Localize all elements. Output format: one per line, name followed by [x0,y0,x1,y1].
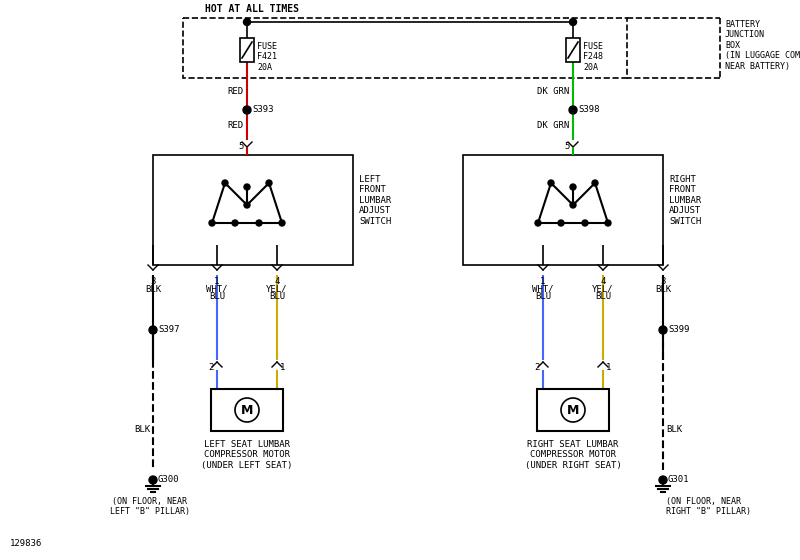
Circle shape [232,220,238,226]
Bar [566,38,580,62]
Circle shape [244,184,250,190]
Text: 129836: 129836 [10,539,42,548]
Text: 1: 1 [280,363,286,372]
Text: RED: RED [227,120,243,129]
Text: M: M [567,404,579,417]
Text: 4: 4 [274,277,280,286]
Text: LEFT
FRONT
LUMBAR
ADJUST
SWITCH: LEFT FRONT LUMBAR ADJUST SWITCH [359,175,391,226]
Circle shape [279,220,285,226]
Text: LEFT SEAT LUMBAR
COMPRESSOR MOTOR
(UNDER LEFT SEAT): LEFT SEAT LUMBAR COMPRESSOR MOTOR (UNDER… [202,440,293,470]
Text: YEL/: YEL/ [266,285,288,294]
Circle shape [570,202,576,208]
FancyBboxPatch shape [183,18,627,78]
Text: BLK: BLK [134,426,150,435]
Text: 5: 5 [565,142,570,151]
Circle shape [535,220,541,226]
Text: BLK: BLK [655,285,671,294]
Text: M: M [241,404,253,417]
Text: 1: 1 [540,277,546,286]
Circle shape [222,180,228,186]
Text: FUSE
F248
20A: FUSE F248 20A [583,42,603,72]
Text: BLK: BLK [145,285,161,294]
Circle shape [243,18,250,26]
Circle shape [209,220,215,226]
Text: (ON FLOOR, NEAR
LEFT "B" PILLAR): (ON FLOOR, NEAR LEFT "B" PILLAR) [110,497,190,516]
Text: WHT/: WHT/ [206,285,228,294]
Text: S397: S397 [158,325,179,334]
Circle shape [659,326,667,334]
Text: S398: S398 [578,105,599,114]
Text: 2: 2 [209,363,214,372]
Text: DK GRN: DK GRN [537,120,569,129]
Circle shape [548,180,554,186]
Text: BATTERY
JUNCTION
BOX
(IN LUGGAGE COMPT,
NEAR BATTERY): BATTERY JUNCTION BOX (IN LUGGAGE COMPT, … [725,20,800,71]
Bar [240,38,254,62]
Circle shape [235,398,259,422]
Circle shape [592,180,598,186]
Circle shape [570,184,576,190]
Text: BLU: BLU [209,292,225,301]
Circle shape [266,180,272,186]
Text: 2: 2 [534,363,540,372]
Circle shape [659,476,667,484]
Text: 4: 4 [600,277,606,286]
Circle shape [570,18,577,26]
Text: RIGHT SEAT LUMBAR
COMPRESSOR MOTOR
(UNDER RIGHT SEAT): RIGHT SEAT LUMBAR COMPRESSOR MOTOR (UNDE… [525,440,622,470]
Bar [463,155,663,265]
Circle shape [582,220,588,226]
Text: S399: S399 [668,325,690,334]
Circle shape [149,476,157,484]
Circle shape [605,220,611,226]
Text: FUSE
F421
20A: FUSE F421 20A [257,42,277,72]
Text: RED: RED [227,86,243,96]
Text: HOT AT ALL TIMES: HOT AT ALL TIMES [205,4,299,14]
Text: S393: S393 [252,105,274,114]
Text: 1: 1 [214,277,220,286]
Circle shape [569,106,577,114]
Text: BLU: BLU [269,292,285,301]
Text: YEL/: YEL/ [592,285,614,294]
Text: DK GRN: DK GRN [537,86,569,96]
Text: G301: G301 [668,475,690,484]
Circle shape [558,220,564,226]
Text: (ON FLOOR, NEAR
RIGHT "B" PILLAR): (ON FLOOR, NEAR RIGHT "B" PILLAR) [666,497,751,516]
Circle shape [243,106,251,114]
Text: BLU: BLU [595,292,611,301]
Text: 5: 5 [238,142,244,151]
Circle shape [561,398,585,422]
Circle shape [149,326,157,334]
Circle shape [256,220,262,226]
Text: BLK: BLK [666,426,682,435]
Text: 3: 3 [150,277,156,286]
Text: G300: G300 [158,475,179,484]
Bar [153,155,353,265]
Text: RIGHT
FRONT
LUMBAR
ADJUST
SWITCH: RIGHT FRONT LUMBAR ADJUST SWITCH [669,175,702,226]
Text: 3: 3 [660,277,666,286]
Bar [537,389,609,431]
Bar [211,389,283,431]
Text: WHT/: WHT/ [532,285,554,294]
Text: BLU: BLU [535,292,551,301]
Text: 1: 1 [606,363,611,372]
Circle shape [244,202,250,208]
